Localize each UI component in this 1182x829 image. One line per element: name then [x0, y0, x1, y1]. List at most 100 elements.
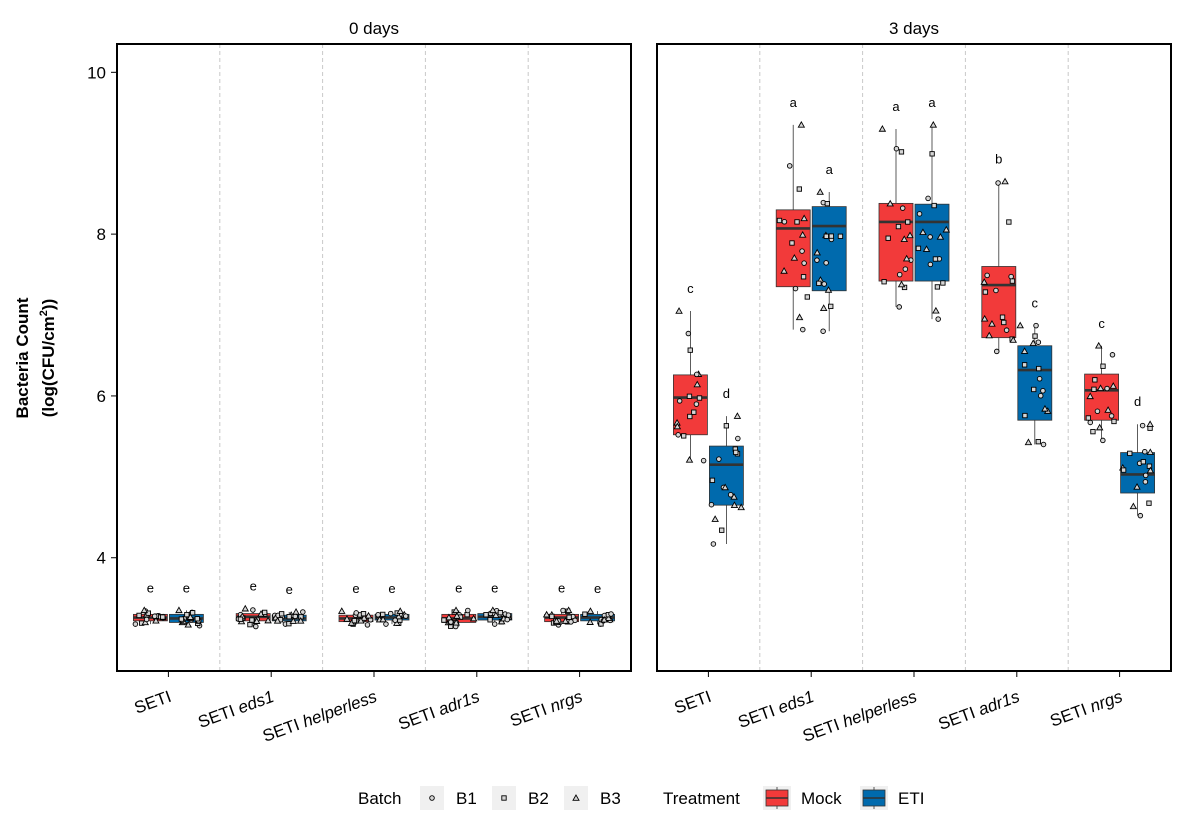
data-point-b2 — [895, 223, 902, 230]
x-tick-label: SETI eds1 — [735, 687, 816, 732]
data-point-b2 — [1090, 428, 1096, 435]
data-point-b3 — [942, 225, 951, 233]
box-mock: c — [1084, 316, 1119, 444]
data-point-b3 — [902, 254, 911, 262]
data-point-b1 — [786, 163, 793, 169]
significance-letter: e — [558, 580, 565, 595]
significance-letter: c — [1032, 296, 1039, 311]
data-point-b1 — [1094, 408, 1101, 415]
data-point-b1 — [800, 326, 806, 333]
significance-letter: e — [352, 581, 359, 596]
data-point-b2 — [1111, 418, 1117, 425]
y-tick-label: 4 — [97, 549, 106, 568]
box-eti: e — [271, 582, 307, 627]
data-point-b2 — [566, 614, 572, 620]
data-point-b1 — [710, 541, 717, 547]
data-point-b3 — [780, 267, 788, 274]
significance-letter: e — [250, 579, 257, 594]
data-point-b1 — [1040, 387, 1046, 394]
box-body — [811, 206, 847, 292]
data-point-b2 — [1085, 415, 1092, 421]
data-point-b3 — [338, 607, 346, 614]
data-point-b3 — [586, 618, 594, 625]
data-point-b1 — [1142, 448, 1148, 455]
data-point-b2 — [828, 303, 834, 310]
data-point-b3 — [1129, 502, 1138, 510]
data-point-b2 — [1127, 450, 1133, 457]
data-point-b2 — [1032, 333, 1038, 339]
data-point-b1 — [353, 610, 359, 616]
data-point-b3 — [980, 314, 989, 322]
data-point-b1 — [392, 617, 398, 624]
data-point-b2 — [901, 284, 908, 291]
box-eti: a — [811, 162, 847, 334]
data-point-b3 — [140, 606, 149, 614]
data-point-b2 — [1022, 412, 1028, 419]
data-point-b1 — [568, 619, 574, 625]
data-point-b1 — [1008, 273, 1014, 280]
data-point-b2 — [184, 611, 190, 618]
data-point-b3 — [813, 248, 821, 256]
legend-batch-label: B3 — [600, 789, 621, 808]
data-point-b2 — [733, 449, 739, 456]
data-point-b1 — [132, 621, 139, 627]
data-point-b1 — [925, 195, 931, 202]
data-point-b1 — [916, 211, 923, 217]
legend-treatment-label: ETI — [898, 789, 924, 808]
data-point-b2 — [932, 256, 939, 262]
data-point-b3 — [988, 319, 996, 327]
y-tick-label: 6 — [97, 387, 106, 406]
data-point-b1 — [143, 616, 150, 623]
data-point-b2 — [487, 617, 493, 623]
data-point-b3 — [878, 125, 887, 132]
data-point-b3 — [289, 617, 298, 624]
data-point-b3 — [343, 615, 351, 622]
data-point-b2 — [351, 617, 358, 624]
legend: Batch B1 B2 B3 Treatment Mock ETI — [358, 786, 924, 810]
data-point-b1 — [1142, 479, 1149, 485]
data-point-b2 — [776, 217, 783, 224]
box-mock: e — [235, 579, 272, 630]
data-point-b2 — [1006, 219, 1012, 225]
y-tick-label: 8 — [97, 225, 106, 244]
data-point-b2 — [1146, 500, 1152, 506]
facet-title: 3 days — [889, 19, 939, 38]
data-point-b1 — [693, 401, 700, 407]
data-point-b1 — [1109, 352, 1116, 358]
data-point-b3 — [1024, 438, 1033, 446]
data-point-b1 — [700, 457, 707, 464]
data-point-b1 — [387, 610, 394, 617]
data-point-b1 — [896, 271, 903, 278]
data-point-b2 — [723, 423, 730, 429]
data-point-b2 — [145, 610, 151, 616]
significance-letter: e — [183, 580, 190, 595]
data-point-b3 — [985, 331, 994, 339]
data-point-b3 — [932, 306, 940, 314]
data-point-b1 — [823, 260, 829, 266]
data-point-b3 — [241, 604, 250, 612]
legend-batch-title: Batch — [358, 789, 401, 808]
data-point-b3 — [721, 483, 729, 491]
data-point-b3 — [292, 608, 300, 615]
x-tick-label: SETI adr1s — [936, 687, 1023, 734]
data-point-b1 — [292, 613, 298, 620]
data-point-b3 — [733, 412, 742, 419]
data-point-b1 — [1100, 437, 1106, 444]
data-point-b2 — [719, 527, 725, 533]
data-point-b1 — [151, 613, 158, 620]
data-point-b2 — [687, 413, 693, 420]
significance-letter: a — [928, 95, 936, 110]
data-point-b2 — [1031, 386, 1037, 393]
facet-title: 0 days — [349, 19, 399, 38]
data-point-b2 — [696, 395, 703, 401]
significance-letter: e — [455, 580, 462, 595]
data-point-b2 — [1140, 459, 1147, 465]
data-point-b3 — [1041, 404, 1049, 412]
data-point-b1 — [1040, 441, 1047, 448]
data-point-b2 — [237, 616, 244, 622]
data-point-b3 — [586, 607, 595, 614]
data-point-b2 — [441, 617, 447, 623]
data-point-b1 — [1036, 376, 1043, 382]
data-point-b2 — [800, 274, 807, 280]
data-point-b3 — [1095, 423, 1104, 431]
